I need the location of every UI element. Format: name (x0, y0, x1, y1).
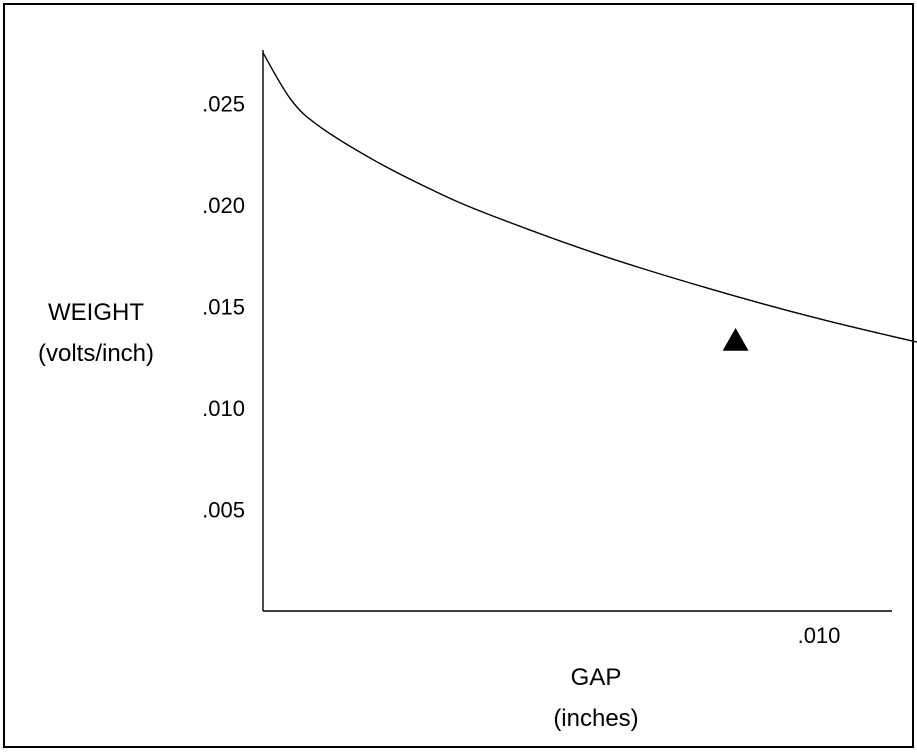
y-tick-label: .020 (202, 193, 245, 218)
x-tick-label: .010 (798, 623, 841, 648)
y-tick-label: .015 (202, 295, 245, 320)
x-axis-title-line-1: GAP (571, 664, 622, 691)
y-axis-title-line-2: (volts/inch) (38, 340, 154, 367)
y-axis-title-line-1: WEIGHT (48, 299, 144, 326)
y-tick-label: .010 (202, 396, 245, 421)
fit-curve (262, 52, 917, 343)
y-tick-labels: .005 .010 .015 .020 .025 (202, 92, 245, 523)
x-axis-title-line-2: (inches) (553, 705, 638, 732)
data-points (722, 328, 749, 351)
data-point-triangle (722, 328, 749, 351)
x-tick-labels: .010.020.030.040.050.060 (798, 623, 841, 648)
y-tick-label: .025 (202, 92, 245, 117)
y-tick-label: .005 (202, 498, 245, 523)
chart-border (3, 3, 914, 748)
